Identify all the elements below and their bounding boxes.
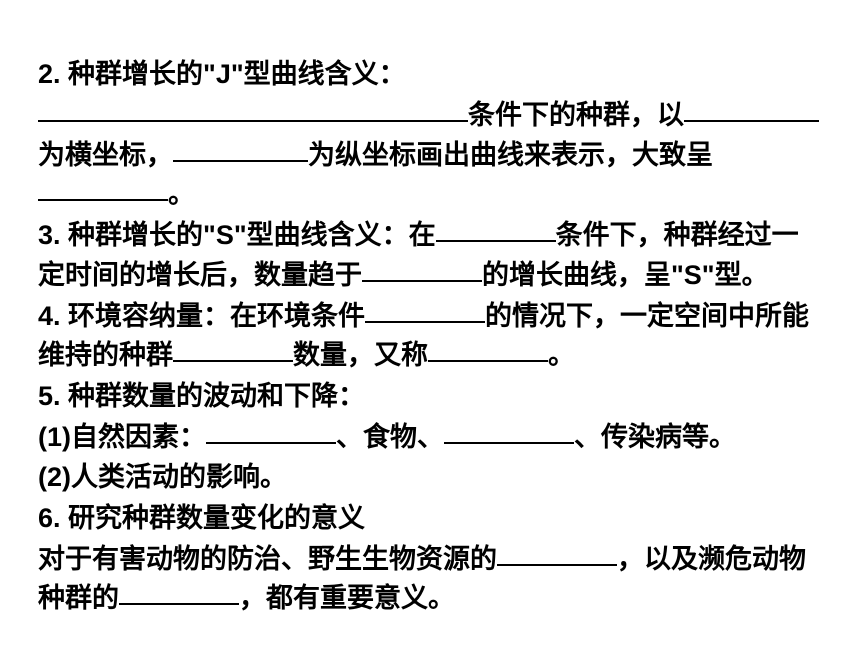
text: 的增长曲线，呈"S"型。 — [482, 260, 769, 290]
question-6-body: 对于有害动物的防治、野生生物资源的，以及濒危动物种群的，都有重要意义。 — [38, 539, 822, 618]
question-4: 4. 环境容纳量：在环境条件的情况下，一定空间中所能维持的种群数量，又称。 — [38, 296, 822, 375]
blank-fill[interactable] — [173, 333, 293, 362]
text: ，都有重要意义。 — [239, 583, 455, 613]
blank-fill[interactable] — [436, 213, 556, 242]
blank-fill[interactable] — [497, 537, 617, 566]
blank-fill[interactable] — [365, 294, 485, 323]
text: 为纵坐标画出曲线来表示，大致呈 — [308, 140, 713, 170]
blank-fill[interactable] — [173, 133, 308, 162]
text: 。 — [548, 340, 575, 370]
blank-fill[interactable] — [444, 415, 574, 444]
blank-fill[interactable] — [428, 333, 548, 362]
question-5-line2: (2)人类活动的影响。 — [38, 458, 822, 496]
text: 为横坐标， — [38, 140, 173, 170]
question-2-title: 2. 种群增长的"J"型曲线含义： — [38, 55, 822, 93]
text: 、传染病等。 — [574, 422, 736, 452]
question-3: 3. 种群增长的"S"型曲线含义：在条件下，种群经过一定时间的增长后，数量趋于的… — [38, 215, 822, 294]
blank-fill[interactable] — [206, 415, 336, 444]
text: 条件下的种群，以 — [468, 100, 684, 130]
blank-fill[interactable] — [119, 576, 239, 605]
question-5-title: 5. 种群数量的波动和下降： — [38, 377, 822, 415]
question-6-title: 6. 研究种群数量变化的意义 — [38, 499, 822, 537]
document-page: 2. 种群增长的"J"型曲线含义： 条件下的种群，以为横坐标， 为纵坐标画出曲线来… — [0, 0, 860, 618]
text: 。 — [168, 179, 195, 209]
text: 、食物、 — [336, 422, 444, 452]
text: 3. 种群增长的"S"型曲线含义：在 — [38, 220, 436, 250]
text: 4. 环境容纳量：在环境条件 — [38, 301, 365, 331]
blank-fill[interactable] — [362, 253, 482, 282]
question-2-body: 条件下的种群，以为横坐标， 为纵坐标画出曲线来表示，大致呈。 — [38, 95, 822, 213]
text: (1)自然因素： — [38, 422, 206, 452]
question-5-line1: (1)自然因素： 、食物、 、传染病等。 — [38, 417, 822, 456]
blank-fill[interactable] — [38, 93, 468, 122]
text: 数量，又称 — [293, 340, 428, 370]
blank-fill[interactable] — [684, 93, 819, 122]
blank-fill[interactable] — [38, 172, 168, 201]
text: 对于有害动物的防治、野生生物资源的 — [38, 544, 497, 574]
